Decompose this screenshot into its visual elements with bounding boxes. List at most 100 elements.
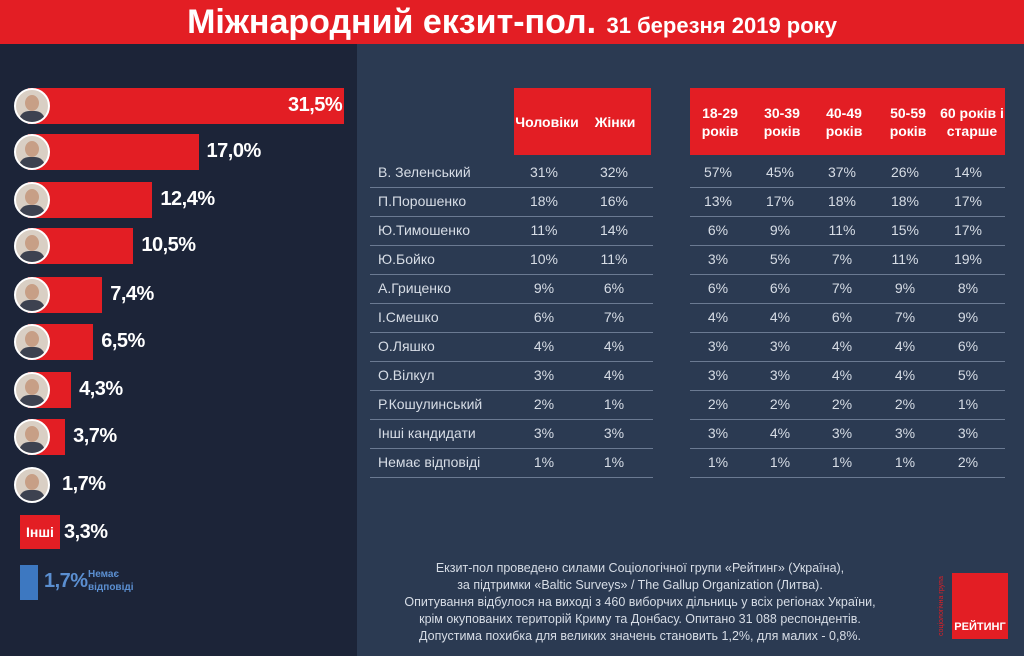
bar-value-label: 10,5%: [141, 234, 196, 256]
table-cell: 3%: [769, 338, 791, 354]
table-cell: 4%: [603, 338, 625, 354]
page-title: Міжнародний екзит-пол.: [187, 3, 597, 41]
table-cell: 18%: [827, 193, 857, 209]
table-cell: 26%: [890, 164, 920, 180]
table-row-divider: [370, 274, 653, 304]
bar-value-label: 4,3%: [79, 378, 123, 400]
bar-value-label: 7,4%: [110, 283, 154, 305]
logo-name: РЕЙТИНГ: [954, 621, 1006, 633]
table-cell: 13%: [703, 193, 733, 209]
table-cell: 4%: [831, 367, 853, 383]
table-cell: 1%: [831, 454, 853, 470]
candidate-photo-icon: [14, 228, 50, 264]
table-cell: 6%: [707, 222, 729, 238]
table-row-divider: [690, 187, 1005, 217]
candidate-photo-icon: [14, 88, 50, 124]
table-cell: 6%: [603, 280, 625, 296]
bar-value-label: 1,7%: [62, 473, 106, 495]
candidate-photo-icon: [14, 277, 50, 313]
table-cell: 7%: [894, 309, 916, 325]
table-cell: 1%: [957, 396, 979, 412]
table-cell: 57%: [703, 164, 733, 180]
table-cell: 16%: [599, 193, 629, 209]
noanswer-value-label: 1,7%: [44, 570, 88, 592]
table-cell: 2%: [831, 396, 853, 412]
table-cell: 7%: [831, 280, 853, 296]
table-cell: 2%: [707, 396, 729, 412]
table-cell: 4%: [894, 367, 916, 383]
note-line: Опитування відбулося на виході з 460 виб…: [404, 595, 876, 609]
table-cell: 9%: [894, 280, 916, 296]
table-row-label: Ю.Бойко: [378, 251, 435, 267]
candidate-photo-icon: [14, 372, 50, 408]
table-cell: 11%: [600, 251, 628, 267]
table-cell: 4%: [603, 367, 625, 383]
poll-date: 31 березня 2019 року: [606, 13, 837, 38]
table-cell: 4%: [894, 338, 916, 354]
table-cell: 3%: [707, 367, 729, 383]
noanswer-bar: [20, 565, 38, 600]
table-row-label: Інші кандидати: [378, 425, 476, 441]
table-cell: 17%: [953, 193, 983, 209]
rating-logo: РЕЙТИНГ: [952, 573, 1008, 639]
table-column-header: Чоловіки: [515, 113, 579, 130]
table-cell: 9%: [533, 280, 555, 296]
table-cell: 5%: [957, 367, 979, 383]
table-cell: 4%: [533, 338, 555, 354]
table-row-divider: [370, 448, 653, 478]
table-cell: 8%: [957, 280, 979, 296]
table-row-label: І.Смешко: [378, 309, 439, 325]
table-row-label: Немає відповіді: [378, 454, 481, 470]
table-row-divider: [370, 187, 653, 217]
table-column-header: 18-29 років: [701, 104, 739, 139]
table-cell: 5%: [769, 251, 791, 267]
table-cell: 3%: [533, 367, 555, 383]
table-cell: 3%: [707, 338, 729, 354]
table-cell: 37%: [827, 164, 857, 180]
bar-value-label: 6,5%: [101, 330, 145, 352]
table-row-divider: [690, 448, 1005, 478]
table-row-divider: [370, 158, 653, 188]
table-row-divider: [690, 216, 1005, 246]
table-cell: 3%: [769, 367, 791, 383]
table-column-header: 50-59 років: [889, 104, 927, 139]
result-bar: [28, 134, 199, 170]
table-cell: 11%: [530, 222, 558, 238]
methodology-note: Екзит-пол проведено силами Соціологічної…: [370, 560, 910, 645]
table-cell: 1%: [603, 396, 625, 412]
candidate-photo-icon: [14, 324, 50, 360]
table-cell: 3%: [831, 425, 853, 441]
table-cell: 14%: [599, 222, 629, 238]
table-cell: 9%: [957, 309, 979, 325]
table-cell: 31%: [529, 164, 559, 180]
candidate-photo-icon: [14, 419, 50, 455]
table-cell: 2%: [957, 454, 979, 470]
table-cell: 18%: [890, 193, 920, 209]
others-value-label: 3,3%: [64, 521, 108, 543]
table-cell: 6%: [831, 309, 853, 325]
table-row-divider: [690, 303, 1005, 333]
table-header-group: [690, 88, 1005, 155]
table-row-divider: [690, 361, 1005, 391]
table-cell: 6%: [533, 309, 555, 325]
note-line: крім окупованих територій Криму та Донба…: [419, 612, 861, 626]
table-cell: 7%: [603, 309, 625, 325]
candidate-photo-icon: [14, 134, 50, 170]
table-row-divider: [690, 158, 1005, 188]
table-header-group: [514, 88, 651, 155]
logo-side-text: соціологічна група: [938, 576, 945, 636]
note-line: Допустима похибка для великих значень ст…: [419, 629, 861, 643]
table-cell: 1%: [707, 454, 729, 470]
table-cell: 4%: [707, 309, 729, 325]
table-row-divider: [690, 245, 1005, 275]
table-cell: 2%: [533, 396, 555, 412]
candidate-photo-icon: [14, 182, 50, 218]
table-cell: 9%: [769, 222, 791, 238]
table-cell: 4%: [769, 309, 791, 325]
table-row-divider: [370, 419, 653, 449]
table-cell: 1%: [894, 454, 916, 470]
table-row-label: О.Вілкул: [378, 367, 435, 383]
table-cell: 7%: [831, 251, 853, 267]
table-cell: 6%: [769, 280, 791, 296]
table-column-header: 40-49 років: [825, 104, 863, 139]
